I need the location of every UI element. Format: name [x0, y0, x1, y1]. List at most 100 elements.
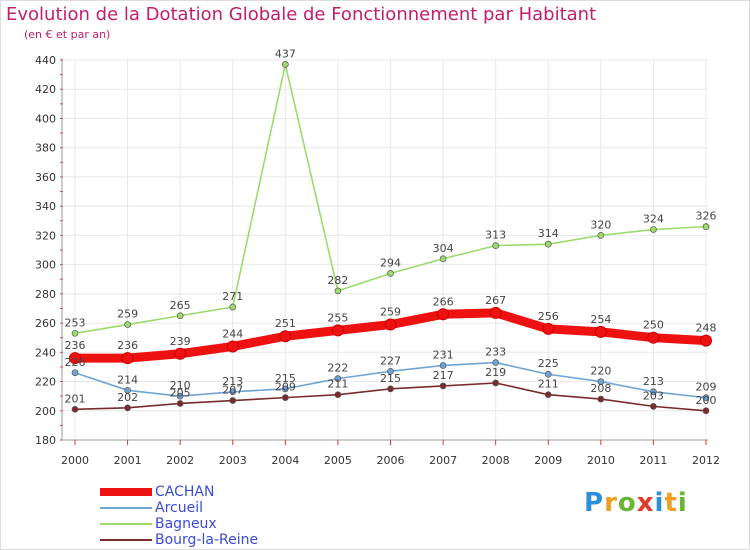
data-label: 209	[696, 381, 717, 394]
data-point	[492, 379, 500, 387]
data-label: 271	[222, 290, 243, 303]
data-point	[174, 347, 187, 360]
data-point	[492, 242, 500, 249]
data-point	[597, 378, 605, 385]
data-label: 203	[643, 389, 664, 402]
data-point	[229, 397, 237, 404]
data-label: 259	[380, 306, 401, 319]
brand-letter: P	[584, 488, 605, 518]
y-tick-label: 340	[35, 200, 56, 213]
brand-letter: r	[604, 488, 618, 518]
data-point	[384, 318, 397, 331]
chart-subtitle: (en € et par an)	[24, 28, 111, 41]
data-point	[176, 400, 184, 407]
data-point	[437, 308, 450, 321]
data-point	[597, 232, 605, 239]
data-label: 255	[327, 311, 348, 324]
data-label: 210	[170, 379, 191, 392]
data-point	[121, 352, 134, 365]
data-label: 200	[696, 394, 717, 407]
proxiti-logo: Proxiti	[584, 488, 688, 518]
legend-swatch-cachan	[100, 488, 152, 496]
data-point	[281, 385, 289, 393]
data-point	[176, 392, 184, 400]
brand-letter: x	[636, 488, 655, 518]
data-label: 294	[380, 256, 401, 269]
legend-item-bagneux: Bagneux	[100, 516, 258, 532]
data-label: 266	[433, 295, 454, 308]
data-label: 326	[696, 210, 717, 223]
y-tick-label: 220	[35, 376, 56, 389]
data-label: 233	[485, 346, 506, 359]
data-label: 437	[275, 47, 296, 60]
data-point	[229, 303, 237, 311]
data-label: 209	[275, 381, 296, 394]
data-label: 251	[275, 317, 296, 330]
data-label: 211	[327, 378, 348, 391]
legend-swatch-arcueil	[100, 507, 152, 509]
data-label: 239	[170, 335, 191, 348]
data-point	[702, 394, 710, 401]
data-label: 256	[538, 310, 559, 323]
data-point	[334, 375, 342, 382]
data-label: 231	[433, 348, 454, 361]
data-label: 211	[538, 378, 559, 391]
legend-label-bourg-la-reine: Bourg-la-Reine	[155, 532, 259, 548]
data-point	[69, 352, 81, 365]
chart-title: Evolution de la Dotation Globale de Fonc…	[6, 4, 597, 25]
x-tick-label: 2011	[639, 454, 667, 467]
data-point	[647, 331, 660, 344]
data-point	[492, 359, 500, 366]
data-label: 236	[117, 339, 138, 352]
data-label: 213	[643, 375, 664, 388]
data-label: 222	[327, 362, 348, 375]
y-tick-label: 180	[35, 434, 56, 447]
data-label: 259	[117, 308, 138, 321]
y-tick-label: 280	[35, 288, 56, 301]
data-point	[229, 388, 237, 396]
x-tick-label: 2008	[482, 454, 510, 467]
data-label: 225	[538, 357, 559, 370]
data-point	[544, 391, 552, 399]
data-label: 207	[222, 384, 243, 397]
data-point	[544, 370, 552, 378]
x-tick-label: 2005	[324, 454, 352, 467]
y-tick-label: 420	[35, 83, 56, 96]
x-tick-label: 2002	[166, 454, 194, 467]
x-tick-label: 2007	[429, 454, 457, 467]
data-label: 208	[590, 382, 611, 395]
data-point	[700, 334, 712, 347]
y-tick-label: 260	[35, 317, 56, 330]
x-tick-label: 2009	[534, 454, 562, 467]
data-point	[334, 287, 342, 295]
data-point	[71, 329, 79, 337]
x-tick-label: 2006	[377, 454, 405, 467]
data-point	[334, 391, 342, 399]
legend: CACHAN Arcueil Bagneux Bourg-la-Reine	[100, 484, 258, 548]
legend-swatch-bourg-la-reine	[100, 539, 152, 541]
x-tick-label: 2010	[587, 454, 615, 467]
data-label: 253	[65, 316, 86, 329]
data-label: 267	[485, 294, 506, 307]
data-point	[124, 404, 131, 412]
y-tick-label: 380	[35, 142, 56, 155]
data-point	[124, 321, 131, 328]
data-point	[331, 324, 344, 337]
brand-letter: t	[664, 488, 678, 518]
data-label: 320	[590, 218, 611, 231]
data-point	[439, 255, 447, 263]
data-point	[71, 369, 79, 377]
y-tick-label: 240	[35, 346, 56, 359]
legend-label-arcueil: Arcueil	[155, 500, 203, 516]
data-point	[597, 395, 605, 403]
data-label: 220	[590, 365, 611, 378]
data-label: 265	[170, 299, 191, 312]
data-label: 227	[380, 354, 401, 367]
data-label: 324	[643, 213, 664, 226]
brand-letter: i	[677, 488, 688, 518]
data-point	[226, 340, 239, 353]
data-label: 314	[538, 227, 559, 240]
